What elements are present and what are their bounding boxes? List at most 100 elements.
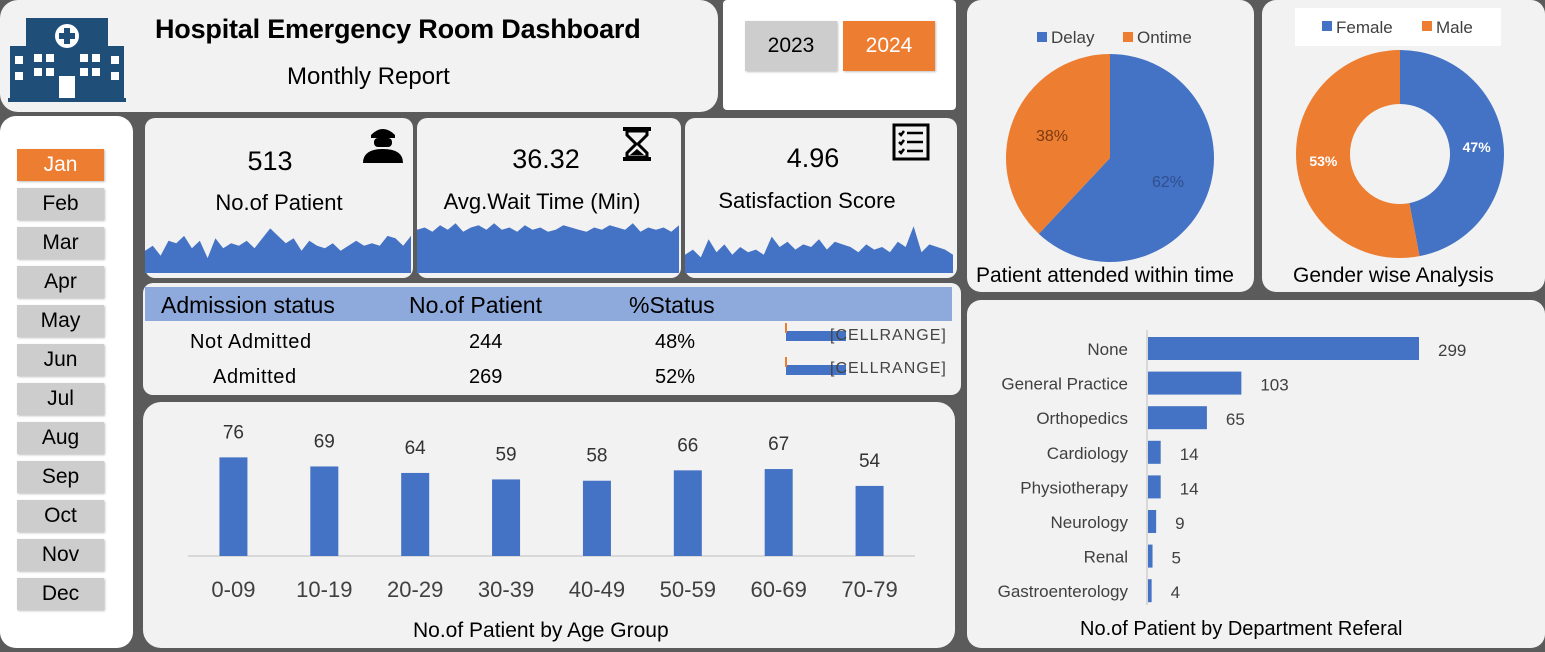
admission-status-cell: Not Admitted xyxy=(190,331,312,353)
year-2023-button[interactable]: 2023 xyxy=(745,21,837,71)
department-tick-label: None xyxy=(1087,340,1128,359)
age-bar xyxy=(401,472,430,556)
legend-swatch xyxy=(1037,32,1047,42)
department-tick-label: Orthopedics xyxy=(1036,409,1128,428)
admission-count-cell: 244 xyxy=(469,331,503,353)
hourglass-icon xyxy=(623,127,651,161)
age-tick-label: 0-09 xyxy=(211,577,255,602)
age-bar-value: 69 xyxy=(314,431,335,452)
age-bar xyxy=(764,469,793,556)
gender-donut-chart: 47% 53% Female Male xyxy=(1296,18,1504,258)
age-bar xyxy=(673,470,702,556)
age-group-panel: 76 0-09 69 10-19 64 20-29 59 30-39 58 40-49 66 50-5… xyxy=(143,402,955,648)
age-bar-value: 67 xyxy=(768,434,789,455)
donut-slice-label: 47% xyxy=(1463,139,1492,155)
legend-swatch xyxy=(1322,21,1332,31)
sparkline-wait xyxy=(417,223,679,273)
department-bar xyxy=(1148,440,1161,464)
admission-bar-tick xyxy=(785,357,787,367)
legend-label: Female xyxy=(1336,18,1393,37)
age-tick-label: 60-69 xyxy=(751,577,807,602)
kpi-satisfaction-label: Satisfaction Score xyxy=(718,188,896,213)
kpi-wait-label: Avg.Wait Time (Min) xyxy=(443,189,641,214)
admission-bar-label: [CELLRANGE] xyxy=(830,327,947,344)
department-bar-value: 4 xyxy=(1171,583,1180,602)
age-bar-value: 59 xyxy=(495,444,516,465)
kpi-card-satisfaction: 4.96 Satisfaction Score xyxy=(685,118,957,278)
kpi-patients-value: 513 xyxy=(247,146,293,176)
department-tick-label: Physiotherapy xyxy=(1020,478,1128,497)
month-feb-button[interactable]: Feb xyxy=(17,188,104,220)
age-bar-value: 64 xyxy=(405,438,427,459)
department-title: No.of Patient by Department Referal xyxy=(1080,618,1403,640)
month-jun-button[interactable]: Jun xyxy=(17,344,104,376)
department-bar xyxy=(1148,371,1242,395)
month-dec-button[interactable]: Dec xyxy=(17,578,104,610)
page-title: Hospital Emergency Room Dashboard xyxy=(155,14,641,44)
admission-pct-header: %Status xyxy=(629,292,715,318)
month-sep-button[interactable]: Sep xyxy=(17,461,104,493)
gender-panel: 47% 53% Female Male Gender wise Analysis xyxy=(1262,0,1545,292)
sparkline-patients xyxy=(145,228,411,273)
patient-icon xyxy=(363,129,403,163)
admission-pct-cell: 48% xyxy=(655,331,696,353)
age-tick-label: 50-59 xyxy=(660,577,716,602)
age-bar xyxy=(219,457,248,556)
donut-slice-label: 53% xyxy=(1309,153,1338,169)
department-bar-value: 14 xyxy=(1180,479,1199,498)
sparkline-satisfaction xyxy=(685,226,953,273)
month-jan-button[interactable]: Jan xyxy=(17,149,104,181)
kpi-satisfaction-value: 4.96 xyxy=(786,143,840,173)
attended-panel: 62% 38% Delay Ontime Patient attended withi… xyxy=(967,0,1254,292)
department-tick-label: General Practice xyxy=(1001,375,1128,394)
pie-slice-label: 62% xyxy=(1152,174,1184,191)
legend-label: Ontime xyxy=(1137,28,1192,47)
department-tick-label: Cardiology xyxy=(1047,444,1129,463)
kpi-wait-value: 36.32 xyxy=(512,144,580,174)
year-2024-button[interactable]: 2024 xyxy=(843,21,935,71)
department-bar-value: 5 xyxy=(1172,549,1181,568)
age-bar xyxy=(855,485,884,556)
sparkline-area xyxy=(145,228,411,273)
month-apr-button[interactable]: Apr xyxy=(17,266,104,298)
department-tick-label: Renal xyxy=(1084,548,1128,567)
age-bar-value: 66 xyxy=(677,435,698,456)
department-bar-value: 14 xyxy=(1180,445,1199,464)
admission-table-header xyxy=(145,287,952,321)
pie-slice-delay xyxy=(1038,54,1214,262)
age-tick-label: 70-79 xyxy=(841,577,897,602)
admission-count-cell: 269 xyxy=(469,366,503,388)
age-tick-label: 40-49 xyxy=(569,577,625,602)
kpi-patients-label: No.of Patient xyxy=(215,190,343,215)
department-bar xyxy=(1148,579,1152,603)
kpi-card-patients: 513 No.of Patient xyxy=(145,118,413,278)
department-tick-label: Gastroenterology xyxy=(998,582,1129,601)
checklist-icon xyxy=(892,123,930,161)
department-bar-chart: None 299 General Practice 103 Orthopedics 65 C… xyxy=(998,330,1466,605)
department-bar xyxy=(1148,475,1161,499)
age-tick-label: 30-39 xyxy=(478,577,534,602)
month-nov-button[interactable]: Nov xyxy=(17,539,104,571)
sparkline-area xyxy=(417,223,679,273)
department-bar-value: 299 xyxy=(1438,341,1466,360)
age-bar xyxy=(582,480,611,556)
donut-slice-female xyxy=(1400,50,1504,257)
legend-label: Delay xyxy=(1051,28,1095,47)
department-bar xyxy=(1148,406,1207,430)
department-bar-value: 103 xyxy=(1260,376,1288,395)
department-tick-label: Neurology xyxy=(1051,513,1129,532)
month-oct-button[interactable]: Oct xyxy=(17,500,104,532)
admission-bar-label: [CELLRANGE] xyxy=(830,360,947,377)
sparkline-area xyxy=(685,226,953,273)
month-jul-button[interactable]: Jul xyxy=(17,383,104,415)
month-may-button[interactable]: May xyxy=(17,305,104,337)
month-mar-button[interactable]: Mar xyxy=(17,227,104,259)
header-panel: Hospital Emergency Room Dashboard Monthl… xyxy=(0,0,718,112)
admission-bar xyxy=(786,365,846,375)
admission-count-header: No.of Patient xyxy=(409,292,542,318)
admission-pct-cell: 52% xyxy=(655,366,696,388)
legend-swatch xyxy=(1123,32,1133,42)
age-bar-value: 76 xyxy=(223,422,244,443)
month-aug-button[interactable]: Aug xyxy=(17,422,104,454)
attended-pie-chart: 62% 38% Delay Ontime xyxy=(1006,28,1214,262)
